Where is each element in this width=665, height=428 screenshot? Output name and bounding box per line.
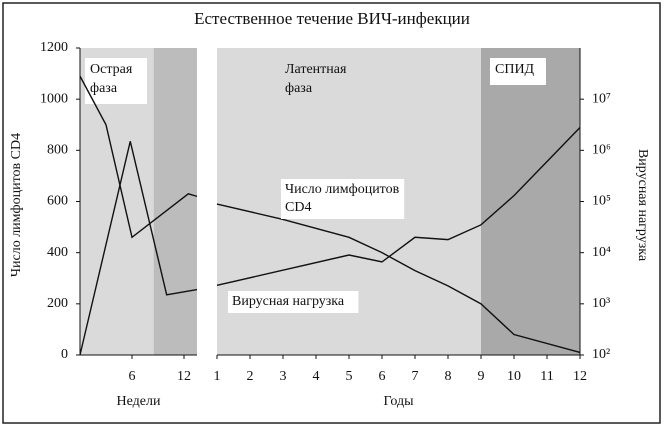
y2-tick-label: 10⁶ (592, 143, 611, 158)
phase-label-box (85, 58, 147, 104)
y-tick-label: 200 (47, 296, 68, 311)
x-tick-label: 12 (177, 369, 191, 384)
y2-tick-label: 10⁷ (592, 91, 611, 106)
phase-label: Латентная (285, 62, 347, 77)
x-tick-label: 8 (445, 369, 452, 384)
phase-label: СПИД (495, 62, 535, 77)
x-axis-label: Годы (384, 394, 415, 409)
chart-title: Естественное течение ВИЧ-инфекции (194, 9, 470, 28)
x-tick-label: 3 (280, 369, 287, 384)
phase-label: Острая (90, 62, 133, 77)
phase-region (481, 48, 580, 355)
y-tick-label: 600 (47, 194, 68, 209)
series-line (216, 203, 581, 354)
y2-tick-label: 10⁵ (592, 194, 611, 209)
x-tick-label: 2 (247, 369, 254, 384)
y2-tick-label: 10³ (592, 296, 610, 311)
x-tick-label: 6 (379, 369, 386, 384)
x-tick-label: 5 (346, 369, 353, 384)
y2-axis-label: Вирусная нагрузка (635, 149, 650, 262)
y-tick-label: 800 (47, 143, 68, 158)
phase-label-box (490, 58, 546, 85)
series-label-box (281, 179, 405, 219)
series-label: Вирусная нагрузка (232, 294, 345, 309)
y2-tick-label: 10⁴ (592, 245, 611, 260)
series-line (79, 141, 198, 356)
y-tick-label: 1000 (40, 91, 68, 106)
x-tick-label: 4 (313, 369, 320, 384)
series-label: Число лимфоцитов CD4 (285, 182, 400, 215)
x-tick-label: 1 (214, 369, 221, 384)
y-tick-label: 400 (47, 245, 68, 260)
x-axis-label: Недели (117, 394, 161, 409)
y2-tick-label: 10² (592, 347, 610, 362)
phase-region (153, 48, 197, 355)
y-axis-label: Число лимфоцитов CD4 (9, 133, 24, 277)
x-tick-label: 11 (540, 369, 553, 384)
x-tick-label: 9 (478, 369, 485, 384)
x-tick-label: 6 (129, 369, 136, 384)
x-tick-label: 10 (507, 369, 521, 384)
series-label-box (228, 291, 359, 313)
y-tick-label: 1200 (40, 40, 68, 55)
series-line (79, 75, 198, 239)
phase-label: фаза (285, 81, 313, 96)
x-tick-label: 12 (573, 369, 587, 384)
phase-label: фаза (90, 81, 118, 96)
series-line (216, 126, 581, 287)
x-tick-label: 7 (412, 369, 419, 384)
y-tick-label: 0 (61, 347, 68, 362)
